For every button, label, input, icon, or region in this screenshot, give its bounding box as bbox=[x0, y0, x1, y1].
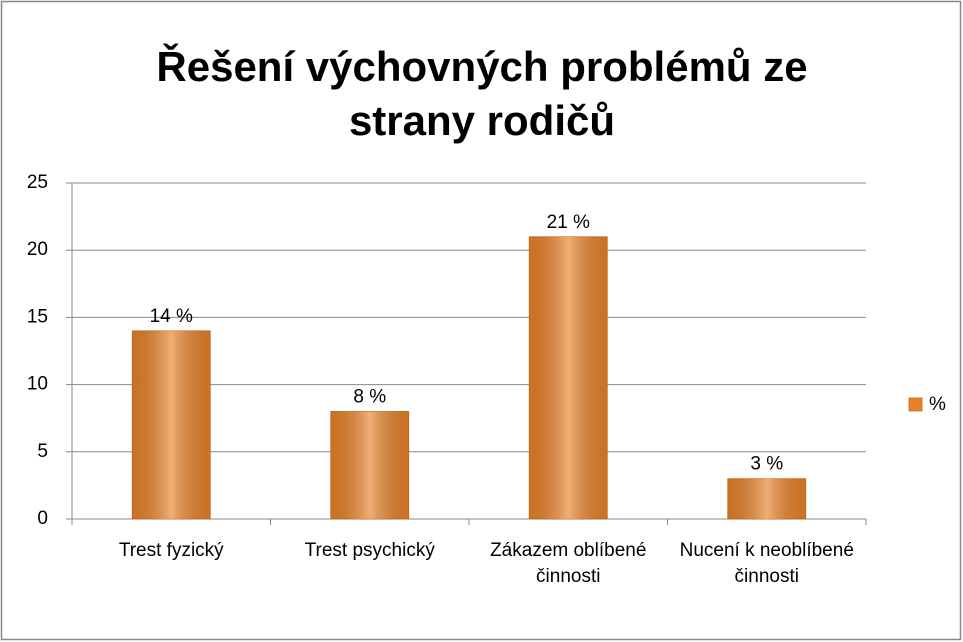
legend-label: % bbox=[929, 394, 946, 415]
bar-shine bbox=[727, 478, 806, 519]
y-tick-label: 25 bbox=[27, 172, 48, 193]
y-tick-label: 15 bbox=[27, 306, 48, 327]
x-tick-label: Trest psychický bbox=[304, 540, 435, 561]
data-label: 3 % bbox=[750, 454, 783, 475]
x-tick-label: Nucení k neoblíbené činnosti bbox=[679, 540, 854, 587]
bar-shine bbox=[330, 411, 409, 519]
y-tick-label: 5 bbox=[37, 441, 48, 462]
chart-title: Řešení výchovných problémů ze strany rod… bbox=[156, 43, 808, 144]
bar-shine bbox=[132, 330, 211, 519]
y-tick-label: 0 bbox=[37, 508, 48, 529]
data-label: 8 % bbox=[353, 386, 386, 407]
y-tick-label: 20 bbox=[27, 239, 48, 260]
y-tick-label: 10 bbox=[27, 374, 48, 395]
bar-shine bbox=[529, 236, 608, 519]
data-label: 14 % bbox=[150, 306, 193, 327]
legend-swatch bbox=[908, 397, 923, 412]
x-tick-label: Trest fyzický bbox=[118, 540, 224, 561]
x-tick-label: Zákazem oblíbené činnosti bbox=[490, 540, 647, 587]
data-label: 21 % bbox=[547, 212, 590, 233]
